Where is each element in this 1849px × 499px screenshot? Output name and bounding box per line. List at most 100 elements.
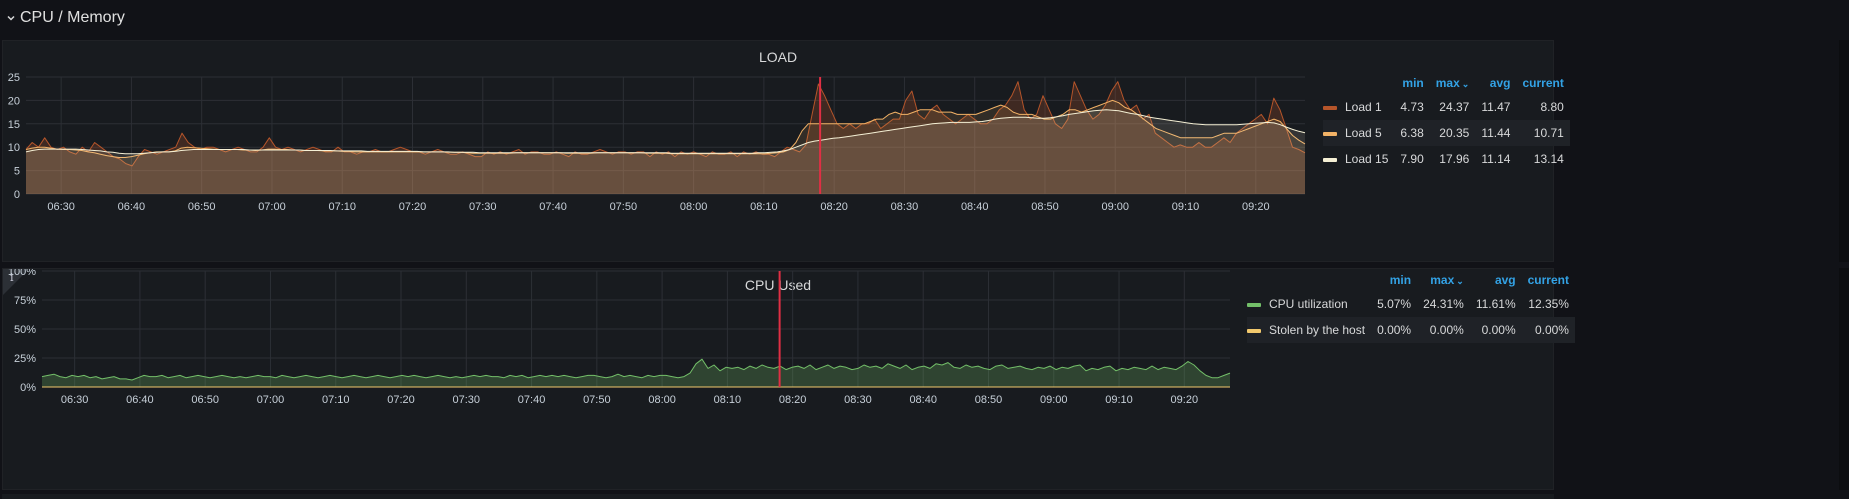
x-tick-label: 07:40: [539, 201, 567, 213]
series-current: 0.00%: [1521, 317, 1575, 343]
x-tick-label: 07:50: [583, 394, 611, 406]
x-tick-label: 08:00: [648, 394, 676, 406]
y-tick-label: 20: [8, 95, 20, 107]
x-tick-label: 09:00: [1101, 201, 1129, 213]
series-avg: 0.00%: [1469, 317, 1522, 343]
x-tick-label: 07:10: [322, 394, 350, 406]
legend-header-current[interactable]: current: [1522, 76, 1564, 90]
series-avg: 11.47: [1481, 100, 1511, 114]
y-tick-label: 100%: [8, 269, 36, 278]
scrollbar[interactable]: [1839, 268, 1849, 490]
series-avg: 11.61%: [1475, 297, 1516, 311]
series-min: 5.07%: [1377, 297, 1412, 311]
x-tick-label: 07:00: [257, 394, 285, 406]
x-tick-label: 09:20: [1171, 394, 1199, 406]
legend-row[interactable]: Load 5 6.38 20.35 11.44 10.71: [1323, 120, 1570, 146]
legend-header-avg[interactable]: avg: [1489, 76, 1511, 90]
row-header[interactable]: CPU / Memory: [0, 0, 1849, 36]
series-color-swatch[interactable]: [1247, 328, 1261, 333]
legend-row[interactable]: CPU utilization 5.07% 24.31% 11.61% 12.3…: [1247, 291, 1575, 317]
row-title: CPU / Memory: [20, 9, 125, 26]
x-tick-label: 09:00: [1040, 394, 1068, 406]
series-min: 0.00%: [1371, 317, 1418, 343]
next-row-edge: [2, 494, 1554, 499]
x-tick-label: 06:30: [47, 201, 75, 213]
y-tick-label: 25: [8, 72, 20, 84]
y-tick-label: 0%: [20, 382, 36, 394]
legend-header-avg[interactable]: avg: [1494, 273, 1516, 287]
x-tick-label: 08:30: [891, 201, 919, 213]
x-tick-label: 07:50: [610, 201, 638, 213]
panel-title: CPU Used: [744, 277, 812, 293]
legend-header-min[interactable]: min: [1389, 273, 1412, 287]
y-tick-label: 25%: [14, 353, 36, 365]
series-color-swatch[interactable]: [1323, 131, 1337, 136]
legend-row[interactable]: Load 15 7.90 17.96 11.14 13.14: [1323, 146, 1570, 172]
x-tick-label: 08:20: [820, 201, 848, 213]
legend-header-max[interactable]: max ⌄: [1430, 273, 1464, 287]
load-legend: min max ⌄ avg current Load 1 4.73 24.37 1…: [1323, 72, 1570, 172]
load-chart[interactable]: 25 20 15 10 5 0 06:30 06:40 06:50 07:00 07:10 07:20…: [3, 41, 1555, 263]
x-tick-label: 07:40: [518, 394, 546, 406]
y-tick-label: 0: [14, 189, 20, 201]
series-area: [26, 109, 1305, 194]
series-min: 7.90: [1400, 152, 1424, 166]
series-area: [42, 359, 1230, 387]
y-tick-label: 5: [14, 166, 20, 178]
series-name: Load 5: [1345, 126, 1382, 140]
series-avg: 11.14: [1481, 152, 1511, 166]
y-tick-label: 15: [8, 119, 20, 131]
series-color-swatch[interactable]: [1247, 302, 1261, 307]
x-tick-label: 08:30: [844, 394, 872, 406]
series-area: [26, 81, 1305, 194]
x-tick-label: 06:40: [118, 201, 146, 213]
series-name: Stolen by the host: [1269, 323, 1366, 337]
series-line: [41, 358, 1231, 381]
series-max: 20.35: [1429, 120, 1476, 146]
series-name: CPU utilization: [1269, 297, 1348, 311]
series-name: Load 1: [1345, 100, 1382, 114]
series-current: 8.80: [1540, 100, 1564, 114]
legend-row[interactable]: Stolen by the host 0.00% 0.00% 0.00% 0.0…: [1247, 317, 1575, 343]
x-tick-label: 06:40: [126, 394, 154, 406]
y-tick-label: 50%: [14, 324, 36, 336]
panel-title: LOAD: [758, 49, 798, 65]
series-name: Load 15: [1345, 152, 1389, 166]
legend-header-current[interactable]: current: [1527, 273, 1569, 287]
x-tick-label: 09:10: [1105, 394, 1133, 406]
series-max: 0.00%: [1417, 317, 1470, 343]
load-panel[interactable]: LOAD 25 20 15 10 5 0 06:30 06:40 06:50 07:00 07:10…: [2, 40, 1570, 263]
x-tick-label: 07:10: [328, 201, 356, 213]
x-tick-label: 08:10: [714, 394, 742, 406]
x-tick-label: 07:20: [399, 201, 427, 213]
series-min: 6.38: [1394, 120, 1430, 146]
x-tick-label: 07:00: [258, 201, 286, 213]
cpu-used-chart[interactable]: 100% 75% 50% 25% 0% 06:30 06:40 06:50 07:00 07:10…: [3, 269, 1555, 491]
sort-desc-icon: ⌄: [1461, 79, 1470, 89]
chevron-down-icon[interactable]: [6, 13, 16, 23]
info-icon[interactable]: i: [10, 271, 14, 284]
series-color-swatch[interactable]: [1323, 157, 1337, 162]
x-tick-label: 07:20: [387, 394, 415, 406]
series-current: 13.14: [1533, 152, 1564, 166]
y-tick-label: 10: [8, 142, 20, 154]
x-tick-label: 08:40: [909, 394, 937, 406]
y-tick-label: 75%: [14, 295, 36, 307]
x-tick-label: 07:30: [469, 201, 497, 213]
x-tick-label: 08:50: [975, 394, 1003, 406]
legend-row[interactable]: Load 1 4.73 24.37 11.47 8.80: [1323, 94, 1570, 120]
info-corner[interactable]: [3, 269, 29, 295]
series-avg: 11.44: [1475, 120, 1517, 146]
x-tick-label: 06:30: [61, 394, 89, 406]
scrollbar[interactable]: [1839, 40, 1849, 262]
legend-header-min[interactable]: min: [1402, 76, 1424, 90]
legend-header-max[interactable]: max ⌄: [1435, 76, 1470, 90]
series-color-swatch[interactable]: [1323, 105, 1337, 110]
x-tick-label: 08:40: [961, 201, 989, 213]
x-tick-label: 08:00: [680, 201, 708, 213]
series-area: [26, 100, 1305, 194]
x-tick-label: 08:10: [750, 201, 778, 213]
cpu-used-panel[interactable]: i CPU Used 100% 75% 50% 25% 0% 06:30 06:40 06:5…: [2, 268, 1575, 491]
series-min: 4.73: [1400, 100, 1424, 114]
series-current: 12.35%: [1528, 297, 1569, 311]
